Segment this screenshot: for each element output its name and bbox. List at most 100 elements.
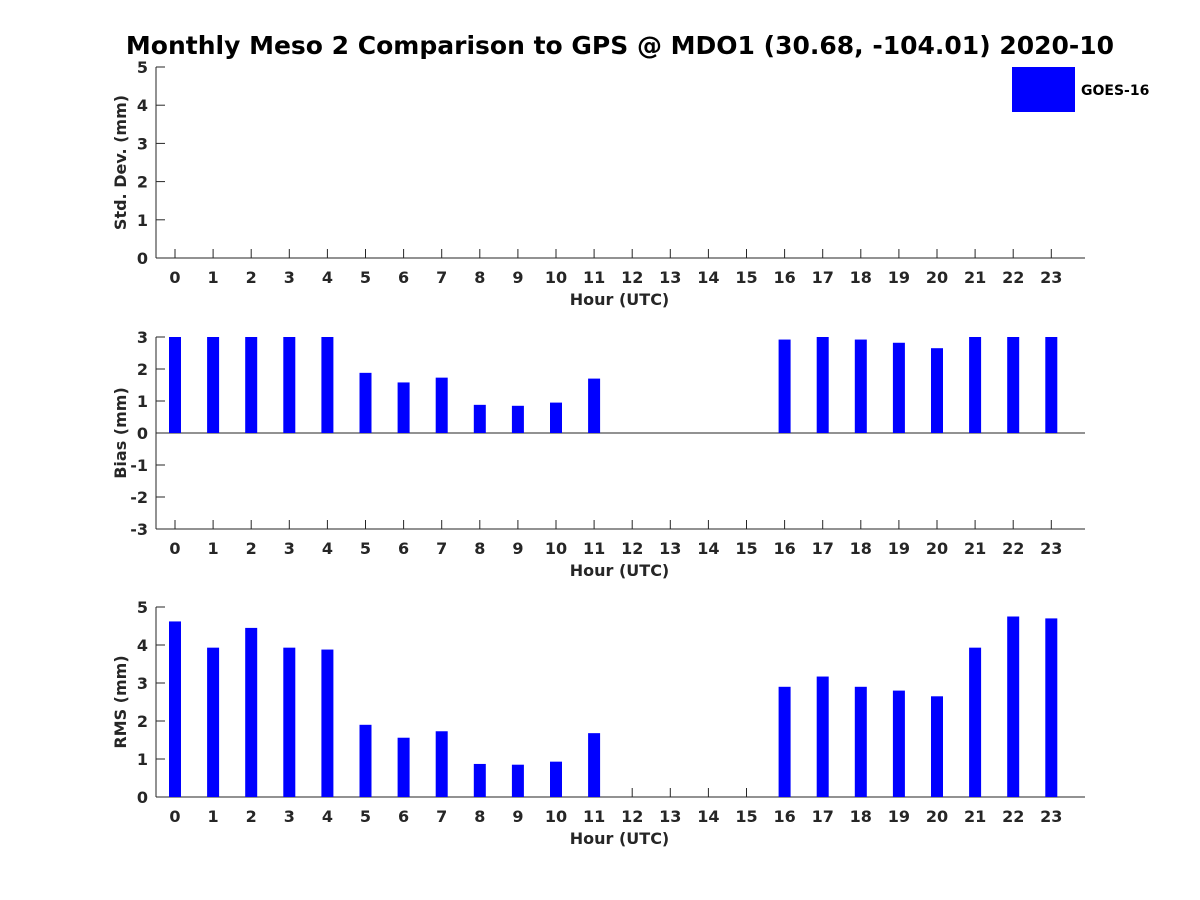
std-dev-x-tick-label: 21 [964,268,986,287]
rms-y-tick-label: 3 [137,674,148,693]
rms-y-tick-label: 2 [137,712,148,731]
bias-y-tick-label: 3 [137,328,148,347]
rms-x-tick-label: 3 [284,807,295,826]
rms-x-tick-label: 2 [246,807,257,826]
rms-bar-hour-17 [816,676,829,797]
bias-bar-hour-16 [778,339,791,433]
bias-bar-hour-2 [245,337,258,433]
rms-x-tick-label: 0 [169,807,180,826]
bias-bar-hour-0 [169,337,181,433]
rms-x-tick-label: 22 [1002,807,1024,826]
std-dev-x-tick-label: 4 [322,268,333,287]
bias-bar-hour-3 [283,337,296,433]
bias-x-tick-label: 3 [284,539,295,558]
rms-bar-hour-3 [283,647,296,797]
std-dev-x-tick-label: 19 [888,268,910,287]
bias-x-tick-label: 21 [964,539,986,558]
bias-x-tick-label: 12 [621,539,643,558]
bias-bar-hour-22 [1007,337,1020,433]
std-dev-x-tick-label: 17 [812,268,834,287]
bias-x-tick-label: 7 [436,539,447,558]
std-dev-x-tick-label: 3 [284,268,295,287]
std-dev-x-tick-label: 14 [697,268,719,287]
rms-bar-hour-11 [588,733,601,797]
rms-bar-hour-0 [169,621,181,797]
bias-y-tick-label: 1 [137,392,148,411]
std-dev-x-tick-label: 12 [621,268,643,287]
bias-bar-hour-4 [321,337,334,433]
bias-bar-hour-7 [435,377,448,433]
std-dev-x-tick-label: 2 [246,268,257,287]
rms-x-tick-label: 10 [545,807,567,826]
rms-x-tick-label: 18 [850,807,872,826]
bias-x-tick-label: 22 [1002,539,1024,558]
rms-bar-hour-4 [321,649,334,797]
rms-bar-hour-2 [245,627,258,797]
bias-bar-hour-8 [473,404,486,433]
std-dev-y-tick-label: 0 [137,249,148,268]
rms-bar-hour-7 [435,731,448,797]
legend-swatch [1012,67,1075,112]
std-dev-y-axis-label: Std. Dev. (mm) [111,95,130,230]
bias-y-tick-label: -3 [130,520,148,539]
bias-x-axis-label: Hour (UTC) [570,561,670,580]
bias-bar-hour-17 [816,337,829,433]
rms-bar-hour-6 [397,737,410,797]
std-dev-y-tick-label: 5 [137,58,148,77]
rms-x-tick-label: 7 [436,807,447,826]
rms-bar-hour-21 [969,647,982,797]
std-dev-x-tick-label: 15 [735,268,757,287]
std-dev-x-tick-label: 20 [926,268,948,287]
legend: GOES-16 [1012,67,1149,112]
rms-x-tick-label: 13 [659,807,681,826]
bias-bar-hour-18 [854,339,867,433]
rms-x-tick-label: 23 [1040,807,1062,826]
chart-title: Monthly Meso 2 Comparison to GPS @ MDO1 … [126,31,1114,60]
bias-y-tick-label: 2 [137,360,148,379]
std-dev-x-tick-label: 23 [1040,268,1062,287]
bias-bar-hour-5 [359,372,372,433]
rms-x-axis-label: Hour (UTC) [570,829,670,848]
rms-x-tick-label: 19 [888,807,910,826]
std-dev-x-tick-label: 22 [1002,268,1024,287]
rms-y-tick-label: 1 [137,750,148,769]
rms-x-tick-label: 14 [697,807,719,826]
rms-y-tick-label: 4 [137,636,148,655]
std-dev-x-tick-label: 7 [436,268,447,287]
bias-bar-hour-21 [969,337,982,433]
bias-x-tick-label: 5 [360,539,371,558]
rms-bar-hour-19 [892,690,905,797]
rms-bar-hour-23 [1045,618,1058,797]
rms-x-tick-label: 17 [812,807,834,826]
bias-bar-hour-19 [892,342,905,433]
std-dev-x-tick-label: 6 [398,268,409,287]
rms-x-tick-label: 20 [926,807,948,826]
std-dev-x-tick-label: 11 [583,268,605,287]
bias-x-tick-label: 11 [583,539,605,558]
bias-x-tick-label: 20 [926,539,948,558]
rms-x-tick-label: 5 [360,807,371,826]
std-dev-y-tick-label: 1 [137,211,148,230]
bias-bar-hour-1 [207,337,220,433]
rms-x-tick-label: 4 [322,807,333,826]
bias-bar-hour-6 [397,382,410,433]
rms-x-tick-label: 16 [773,807,795,826]
bias-x-tick-label: 14 [697,539,719,558]
rms-bar-hour-1 [207,647,220,797]
std-dev-x-tick-label: 16 [773,268,795,287]
std-dev-x-tick-label: 1 [208,268,219,287]
bias-bar-hour-20 [931,348,943,433]
rms-bar-hour-20 [931,696,943,797]
bias-y-tick-label: -1 [130,456,148,475]
rms-bar-hour-16 [778,686,791,797]
rms-x-tick-label: 8 [474,807,485,826]
bias-y-tick-label: -2 [130,488,148,507]
std-dev-x-tick-label: 5 [360,268,371,287]
rms-y-tick-label: 5 [137,598,148,617]
bias-x-tick-label: 4 [322,539,333,558]
